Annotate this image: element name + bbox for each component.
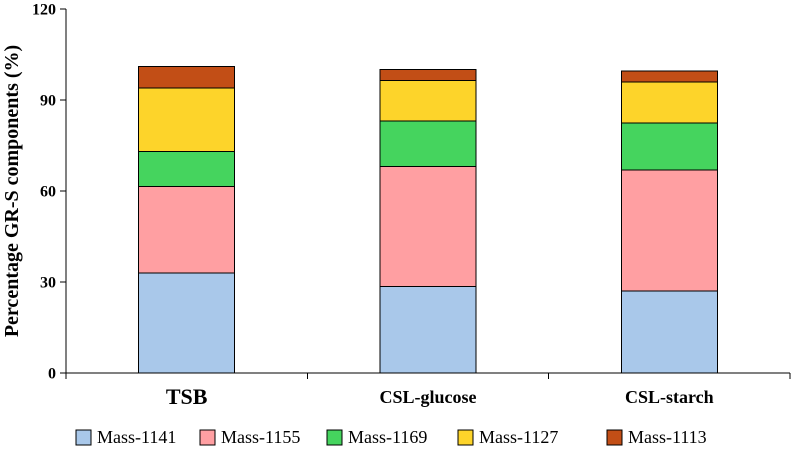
labels: 0 30 60 90 120 TSB CSL-glucose CSL-starch [32, 2, 714, 410]
legend-label-mass-1127: Mass-1127 [479, 427, 558, 447]
x-category-label-tsb: TSB [166, 384, 208, 409]
y-axis-title: Percentage GR-S components (%) [1, 45, 23, 337]
y-tick-label-90: 90 [40, 93, 56, 110]
y-tick-label-60: 60 [40, 184, 56, 201]
bar-csl-starch-mass-1169 [620, 122, 718, 171]
bar-csl-starch-mass-1127 [620, 81, 718, 124]
x-category-label-csl-starch: CSL-starch [625, 387, 714, 407]
bar-tsb-mass-1113 [138, 66, 236, 89]
y-tick-label-0: 0 [48, 366, 56, 383]
bar-csl-glucose-mass-1155 [379, 166, 477, 288]
legend-swatch-mass-1155 [199, 429, 216, 446]
legend-label-mass-1113: Mass-1113 [628, 427, 707, 447]
legend-label-mass-1155: Mass-1155 [221, 427, 300, 447]
legend-swatch-mass-1127 [457, 429, 474, 446]
y-tick-label-30: 30 [40, 275, 56, 292]
x-category-label-csl-glucose: CSL-glucose [379, 387, 476, 407]
bar-tsb-mass-1169 [138, 151, 236, 187]
bar-csl-glucose-mass-1127 [379, 79, 477, 122]
legend-label-mass-1141: Mass-1141 [97, 427, 176, 447]
bar-csl-starch-mass-1141 [620, 290, 718, 374]
bar-csl-glucose-mass-1169 [379, 120, 477, 168]
bar-tsb-mass-1127 [138, 87, 236, 153]
bar-csl-glucose-mass-1113 [379, 69, 477, 81]
bar-csl-glucose-mass-1141 [379, 286, 477, 374]
y-tick-label-120: 120 [32, 2, 56, 19]
bar-csl-starch-mass-1155 [620, 169, 718, 292]
legend-swatch-mass-1113 [606, 429, 623, 446]
legend: Mass-1141 Mass-1155 Mass-1169 Mass-1127 Mass… [75, 427, 707, 447]
legend-label-mass-1169: Mass-1169 [348, 427, 427, 447]
legend-swatch-mass-1169 [326, 429, 343, 446]
bar-csl-starch-mass-1113 [620, 70, 718, 83]
bar-tsb-mass-1141 [138, 272, 236, 374]
bars [138, 66, 718, 374]
bar-tsb-mass-1155 [138, 185, 236, 274]
legend-swatch-mass-1141 [75, 429, 92, 446]
